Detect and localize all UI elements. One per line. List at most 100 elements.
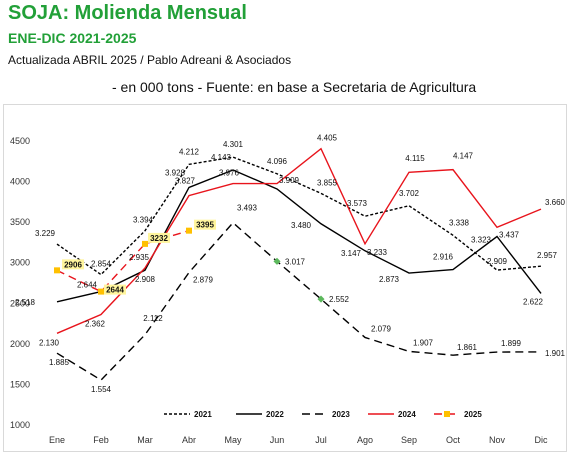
data-point-marker: [186, 227, 192, 234]
data-label-2021: 3.702: [399, 189, 420, 198]
x-tick-label: Ene: [49, 435, 65, 445]
data-label-2022: 3.323: [471, 236, 492, 245]
data-point-marker: [54, 267, 60, 274]
x-tick-label: Abr: [182, 435, 196, 445]
x-tick-label: Dic: [535, 435, 548, 445]
legend-label-2021: 2021: [194, 410, 212, 419]
data-point-marker: [98, 288, 104, 295]
series-line-2022: [56, 169, 542, 303]
series-line-2023: [56, 221, 542, 381]
data-label-2025: 3232: [150, 234, 168, 243]
data-label-2021: 3.229: [35, 229, 56, 238]
chart-frame: 1000 1500 2000 2500 3000 3500 4000 4500 Ene Feb M…: [3, 104, 567, 452]
data-label-2022: 3.480: [291, 221, 312, 230]
data-label-2023: 2.079: [371, 324, 392, 333]
data-label-2023: 1.861: [457, 343, 478, 352]
data-label-2023: 2.552: [329, 295, 350, 304]
data-label-2024: 2.362: [85, 319, 106, 328]
data-label-2024: 3.437: [499, 230, 520, 239]
x-tick-label: May: [224, 435, 242, 445]
data-label-2022: 2.644: [77, 281, 98, 290]
data-label-2024: 3.827: [175, 177, 196, 186]
data-label-2021: 2.854: [91, 260, 112, 269]
data-labels: 3.229 2.854 3.394 4.212 4.301 4.096 3.855 3.573…: [15, 134, 566, 394]
legend-label-2022: 2022: [266, 410, 284, 419]
data-label-2022: 2.622: [523, 297, 544, 306]
x-tick-label: Ago: [357, 435, 373, 445]
y-tick-label: 3000: [10, 258, 30, 268]
data-label-2021: 4.096: [267, 157, 288, 166]
y-tick-label: 3500: [10, 217, 30, 227]
data-point-marker: [317, 295, 325, 303]
data-label-box: [104, 284, 126, 295]
y-tick-label: 4000: [10, 177, 30, 187]
y-tick-label: 2000: [10, 339, 30, 349]
data-label-2025: 3395: [196, 221, 214, 230]
data-label-2021: 4.212: [179, 147, 200, 156]
y-tick-label: 4500: [10, 136, 30, 146]
data-label-2023: 3.017: [285, 257, 306, 266]
update-note: Actualizada ABRIL 2025 / Pablo Adreani &…: [8, 53, 292, 67]
data-label-2022: 3.147: [341, 249, 362, 258]
data-label-2024: 2.935: [129, 253, 150, 262]
chart-subtitle: ENE-DIC 2021-2025: [8, 30, 137, 46]
data-label-box: [194, 219, 216, 230]
data-label-2023: 1.907: [413, 338, 434, 347]
data-label-2021: 3.394: [133, 216, 154, 225]
y-axis: 1000 1500 2000 2500 3000 3500 4000 4500: [10, 136, 30, 430]
data-label-2023: 2.112: [143, 314, 163, 323]
x-tick-label: Oct: [446, 435, 461, 445]
data-label-2024: 4.405: [317, 134, 338, 143]
data-label-2023: 1.899: [501, 339, 522, 348]
x-tick-label: Sep: [401, 435, 417, 445]
data-point-marker: [142, 240, 148, 247]
data-label-box: [148, 232, 170, 243]
data-label-2024: 2.130: [39, 338, 60, 347]
data-label-2023: 1.885: [49, 358, 70, 367]
data-label-2024: 3.976: [219, 169, 240, 178]
legend: 2021 2022 2023 2024 2025: [164, 410, 482, 419]
data-label-2022: 4.143: [211, 153, 232, 162]
data-label-2023: 1.554: [91, 385, 112, 394]
x-tick-label: Jun: [270, 435, 285, 445]
data-label-2024: 4.147: [453, 152, 474, 161]
data-label-2022: 3.928: [165, 168, 186, 177]
series-line-2024: [56, 147, 542, 334]
data-label-2021: 3.338: [449, 218, 470, 227]
data-label-2025: 2644: [106, 286, 124, 295]
data-label-2022: 2.873: [379, 275, 400, 284]
data-label-2021: 2.957: [537, 251, 558, 260]
data-label-box: [62, 259, 84, 270]
x-tick-label: Mar: [137, 435, 153, 445]
x-tick-label: Jul: [315, 435, 327, 445]
legend-label-2024: 2024: [398, 410, 416, 419]
units-source-note: - en 000 tons - Fuente: en base a Secret…: [112, 79, 477, 95]
data-label-2023: 3.493: [237, 204, 258, 213]
legend-label-2023: 2023: [332, 410, 350, 419]
data-label-2022: 2.908: [135, 275, 156, 284]
x-axis: Ene Feb Mar Abr May Jun Jul Ago Sep Oct Nov Dic: [49, 435, 548, 445]
data-label-2021: 3.855: [317, 178, 338, 187]
data-label-2024: 4.115: [405, 154, 425, 163]
x-tick-label: Nov: [489, 435, 506, 445]
data-label-2021: 3.573: [347, 199, 368, 208]
data-label-2025: 2906: [64, 260, 82, 269]
data-label-2022: 2.518: [15, 298, 36, 307]
series-line-2021: [56, 156, 542, 276]
data-label-2021: 4.301: [223, 140, 244, 149]
chart-title: SOJA: Molienda Mensual: [8, 2, 247, 24]
line-chart: 1000 1500 2000 2500 3000 3500 4000 4500 Ene Feb M…: [10, 134, 566, 445]
y-tick-label: 1000: [10, 420, 30, 430]
y-tick-label: 2500: [10, 298, 30, 308]
y-tick-label: 1500: [10, 379, 30, 389]
x-tick-label: Feb: [93, 435, 109, 445]
data-point-marker: [273, 257, 281, 265]
data-label-2022: 2.916: [433, 253, 454, 262]
data-label-2024: 3.660: [545, 198, 566, 207]
data-label-2023: 2.879: [193, 276, 214, 285]
data-label-2023: 1.901: [545, 349, 566, 358]
data-label-2021: 2.909: [487, 257, 508, 266]
legend-marker: [444, 411, 450, 417]
data-label-2024: 3.233: [367, 248, 388, 257]
data-label-2022: 3.909: [279, 176, 300, 185]
